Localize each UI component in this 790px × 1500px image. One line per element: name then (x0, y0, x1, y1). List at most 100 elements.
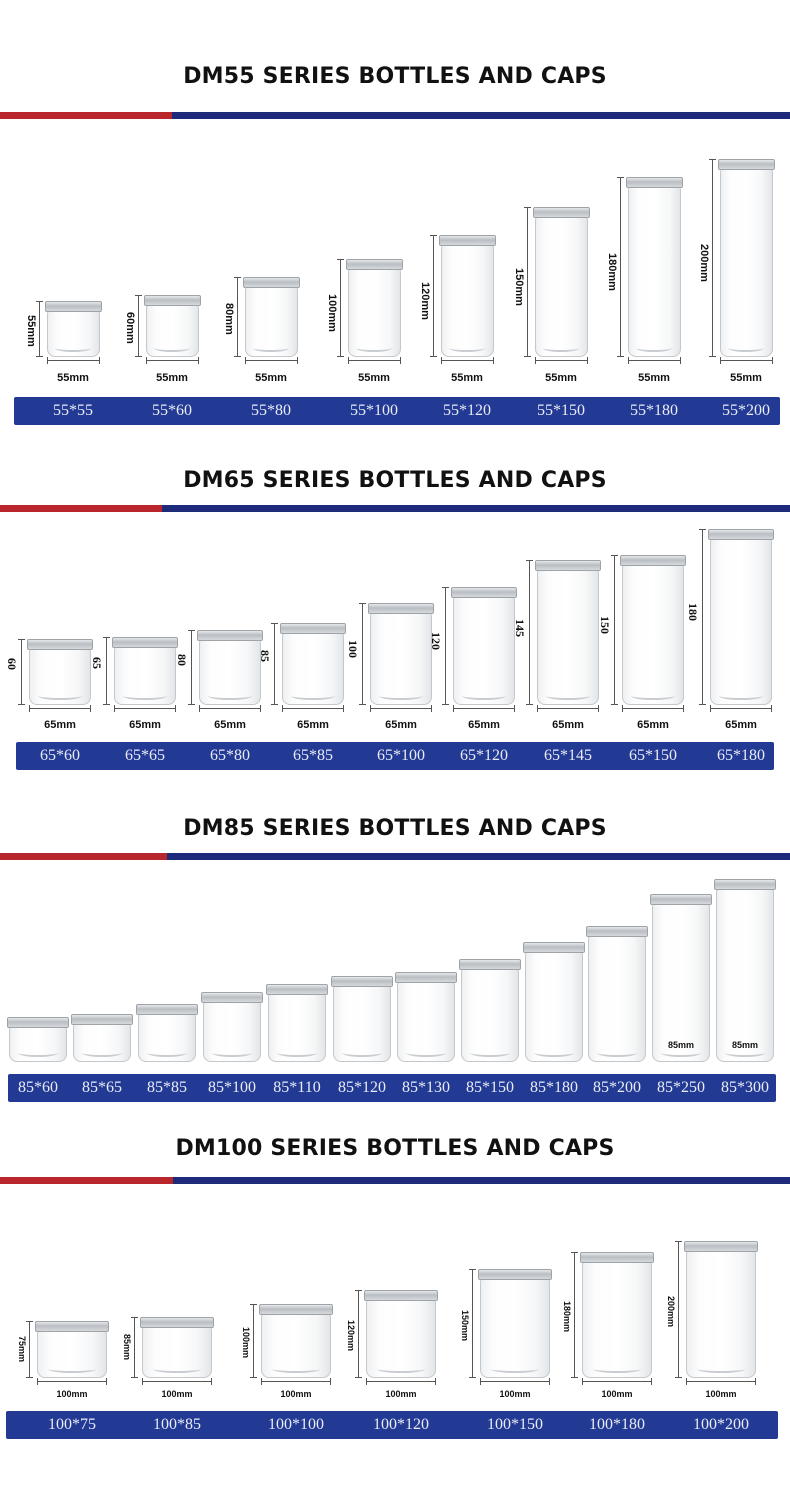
jar-image (535, 560, 601, 705)
inner-width-label: 85mm (667, 1040, 694, 1050)
jar-body (145, 303, 199, 357)
height-dimension-line (526, 560, 533, 705)
jar-image (27, 639, 93, 705)
width-dimension-line (244, 357, 298, 364)
width-dimension-line (46, 357, 100, 364)
size-label-bar: 100*75 100*85 100*100 100*120 100*150 100*180… (6, 1411, 778, 1439)
height-dimension-line (271, 623, 278, 705)
width-dimension-line (534, 357, 588, 364)
jar-body (370, 611, 432, 705)
jar-image (345, 259, 403, 357)
size-label: 85*100 (208, 1079, 256, 1096)
size-label: 100*75 (48, 1416, 96, 1433)
jar-cap (451, 587, 517, 598)
jar-image (714, 879, 776, 1062)
jar-body (525, 950, 583, 1062)
width-label: 55mm (730, 372, 762, 384)
width-dimension-line (370, 705, 432, 712)
jar-cap (44, 301, 102, 312)
height-label: 60mm (123, 312, 136, 344)
height-label: 65 (90, 657, 104, 669)
jar-cap (140, 1317, 214, 1328)
jar-body (9, 1025, 67, 1062)
size-label: 55*150 (537, 402, 585, 419)
height-dimension-line (469, 1269, 476, 1378)
jar-image (143, 295, 201, 357)
jar-cap (535, 560, 601, 571)
width-dimension-line (282, 705, 344, 712)
section-title: DM85 SERIES BOTTLES AND CAPS (183, 816, 607, 841)
size-label: 85*250 (657, 1079, 705, 1096)
jar-cap (395, 972, 457, 983)
height-dimension-line (250, 1304, 257, 1378)
height-dimension-line (355, 1290, 362, 1378)
height-label: 55mm (24, 315, 37, 347)
width-dimension-line (347, 357, 401, 364)
title-stripe-red (0, 505, 162, 512)
width-label: 65mm (214, 719, 246, 731)
jar-body (719, 167, 773, 357)
jar-body (588, 934, 646, 1062)
jar-cap (331, 976, 393, 987)
width-label: 55mm (156, 372, 188, 384)
jar-body (282, 631, 344, 705)
height-label: 150mm (512, 268, 525, 306)
size-label: 100*100 (268, 1416, 324, 1433)
height-dimension-line (429, 235, 437, 357)
jar-cap (684, 1241, 758, 1252)
width-label: 65mm (385, 719, 417, 731)
size-label: 65*85 (293, 747, 333, 764)
size-label: 85*110 (273, 1079, 321, 1096)
size-label: 100*180 (589, 1416, 645, 1433)
jar-image (7, 1017, 69, 1062)
jar-body (440, 243, 494, 357)
jar-image (331, 976, 393, 1062)
jar-image (650, 894, 712, 1062)
size-label: 65*145 (544, 747, 592, 764)
jar-image (280, 623, 346, 705)
height-label: 200mm (666, 1295, 676, 1327)
width-label: 100mm (385, 1389, 417, 1399)
jar-cap (27, 639, 93, 650)
jar-cap (259, 1304, 333, 1315)
jar-cap (714, 879, 776, 890)
jar-image (266, 984, 328, 1062)
size-label: 100*150 (487, 1416, 543, 1433)
title-stripe (0, 112, 790, 119)
size-label: 65*60 (40, 747, 80, 764)
width-dimension-line (199, 705, 261, 712)
width-label: 55mm (638, 372, 670, 384)
title-stripe (0, 853, 790, 860)
jar-cap (650, 894, 712, 905)
title-stripe-red (0, 112, 172, 119)
size-label-bar: 85*60 85*65 85*85 85*100 85*110 85*120 85*130 8… (8, 1074, 776, 1102)
size-label: 65*150 (629, 747, 677, 764)
jar-image (478, 1269, 552, 1378)
height-label: 200mm (697, 244, 710, 282)
jar-image (35, 1321, 109, 1378)
height-dimension-line (35, 301, 43, 357)
height-dimension-line (611, 555, 618, 705)
jar-image (197, 630, 263, 705)
jar-body (142, 1325, 212, 1378)
jar-cap (143, 295, 201, 306)
size-label: 55*180 (630, 402, 678, 419)
height-dimension-line (26, 1321, 33, 1378)
jar-cap (136, 1004, 198, 1015)
jar-body (203, 1000, 261, 1062)
width-dimension-line (145, 357, 199, 364)
jar-cap (35, 1321, 109, 1332)
height-label: 120mm (346, 1320, 356, 1352)
jar-cap (368, 603, 434, 614)
inner-width-label: 85mm (731, 1040, 758, 1050)
height-label: 60 (5, 658, 19, 670)
size-label: 65*65 (125, 747, 165, 764)
jar-image (242, 277, 300, 357)
width-label: 55mm (358, 372, 390, 384)
size-label: 85*120 (338, 1079, 386, 1096)
size-label: 100*200 (693, 1416, 749, 1433)
jar-body (199, 638, 261, 705)
jar-image (364, 1290, 438, 1378)
width-dimension-line (622, 705, 684, 712)
height-dimension-line (523, 207, 531, 357)
